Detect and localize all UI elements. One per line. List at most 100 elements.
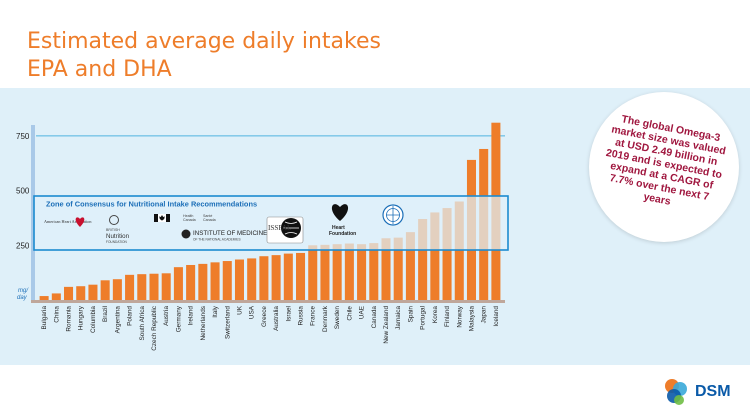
x-tick-label: Portugal: [420, 306, 427, 330]
institute-of-medicine-logo: INSTITUTE OF MEDICINE OF THE NATIONAL AC…: [181, 229, 267, 242]
bar: [271, 255, 281, 300]
x-tick-label: Sweden: [334, 306, 341, 330]
dsm-wordmark: DSM: [695, 383, 731, 400]
x-axis-line: [31, 300, 505, 303]
canada-flag-logo: Health Canada Santé Canada: [154, 214, 216, 222]
bar: [234, 259, 244, 300]
bar: [137, 274, 147, 300]
x-tick-label: Austria: [163, 306, 170, 326]
bar: [173, 267, 183, 300]
x-tick-label: Australia: [273, 306, 280, 331]
bar: [405, 232, 415, 300]
british-nutrition-foundation-logo: BRITISH Nutrition FOUNDATION: [106, 215, 130, 244]
y-tick-label: 750: [16, 132, 30, 141]
x-tick-label: Korea: [432, 306, 439, 323]
consensus-zone-label: Zone of Consensus for Nutritional Intake…: [46, 200, 257, 209]
svg-text:Health: Health: [183, 214, 193, 218]
x-tick-label: France: [310, 306, 317, 326]
bar: [344, 243, 354, 300]
x-tick-label: Iceland: [493, 306, 500, 327]
bar: [357, 244, 367, 300]
bar: [149, 273, 159, 300]
dsm-logo-icon: [665, 379, 687, 405]
title-line-1: Estimated average daily intakes: [27, 29, 381, 54]
x-tick-label: South Africa: [139, 306, 146, 341]
x-tick-label: UAE: [359, 306, 366, 319]
bar: [88, 284, 98, 300]
svg-text:BRITISH: BRITISH: [106, 228, 120, 232]
x-tick-label: Hungary: [78, 305, 85, 330]
svg-text:FOUNDATION: FOUNDATION: [106, 240, 128, 244]
aha-logo: American Heart Association: [44, 217, 92, 227]
bar: [393, 237, 403, 300]
x-axis-labels: Bulgaria China Romania Hungary Columbia Brazi…: [41, 305, 500, 351]
bar: [296, 252, 306, 300]
x-tick-label: Brazil: [102, 306, 109, 322]
bar: [320, 244, 330, 300]
svg-text:Heart: Heart: [332, 225, 345, 231]
x-tick-label: Russia: [298, 306, 305, 326]
svg-text:OF THE NATIONAL ACADEMIES: OF THE NATIONAL ACADEMIES: [193, 238, 241, 242]
bar: [51, 293, 61, 300]
svg-text:American Heart Association: American Heart Association: [44, 219, 92, 224]
x-tick-label: Finland: [444, 306, 451, 327]
bar: [247, 258, 257, 300]
x-tick-label: Switzerland: [224, 306, 231, 339]
bar: [332, 244, 342, 300]
bar: [283, 253, 293, 300]
x-tick-label: Norway: [456, 305, 463, 327]
x-tick-label: Israel: [285, 306, 292, 322]
page-title: Estimated average daily intakes EPA and …: [27, 28, 381, 84]
x-tick-label: Canada: [371, 306, 378, 329]
svg-text:INSTITUTE OF MEDICINE: INSTITUTE OF MEDICINE: [193, 230, 267, 237]
bar: [430, 212, 440, 300]
svg-text:ISSFAL: ISSFAL: [268, 224, 291, 232]
x-tick-label: Poland: [127, 306, 134, 326]
svg-text:Santé: Santé: [203, 214, 212, 218]
bar: [64, 286, 74, 300]
y-tick-label: 500: [16, 187, 30, 196]
bar: [100, 280, 110, 300]
x-tick-label: New Zealand: [383, 306, 390, 344]
intake-bar-chart: 250 500 750 mg/day Bulgaria China Romania Hung…: [16, 122, 509, 351]
bar: [308, 245, 318, 300]
x-tick-label: Greece: [261, 306, 268, 327]
bar: [125, 274, 135, 300]
x-tick-label: China: [53, 306, 60, 323]
x-tick-label: Romania: [66, 306, 73, 332]
bar: [210, 262, 220, 300]
svg-text:Canada: Canada: [203, 218, 216, 222]
x-tick-label: Germany: [175, 305, 182, 332]
bar: [112, 279, 122, 300]
bar: [369, 243, 379, 300]
market-callout-text: The global Omega-3 market size was value…: [604, 113, 727, 208]
bar: [186, 264, 196, 300]
x-tick-label: Argentina: [114, 306, 121, 334]
x-tick-label: Italy: [212, 305, 219, 318]
y-axis-line: [31, 125, 35, 301]
x-tick-label: USA: [249, 305, 256, 319]
x-tick-label: Japan: [481, 306, 488, 324]
x-tick-label: Spain: [407, 306, 414, 323]
callout-circle: [589, 92, 739, 242]
bar: [418, 219, 428, 300]
bar: [442, 208, 452, 300]
who-logo: [382, 204, 404, 226]
bar: [222, 261, 232, 300]
x-tick-label: Malaysia: [468, 306, 475, 332]
bar: [259, 256, 269, 300]
heart-foundation-logo: Heart Foundation: [329, 204, 356, 237]
title-line-2: EPA and DHA: [27, 57, 172, 82]
bar: [381, 238, 391, 300]
svg-text:Canada: Canada: [183, 218, 196, 222]
y-tick-label: 250: [16, 241, 30, 250]
bar: [161, 273, 171, 300]
x-tick-label: Czech Republic: [151, 305, 158, 351]
bar: [39, 296, 49, 300]
svg-text:Nutrition: Nutrition: [106, 233, 130, 240]
y-axis-unit-label: mg/day: [17, 288, 29, 301]
x-tick-label: UK: [236, 305, 243, 315]
bar: [76, 286, 86, 300]
x-tick-label: Ireland: [188, 306, 195, 326]
x-tick-label: Columbia: [90, 306, 97, 333]
